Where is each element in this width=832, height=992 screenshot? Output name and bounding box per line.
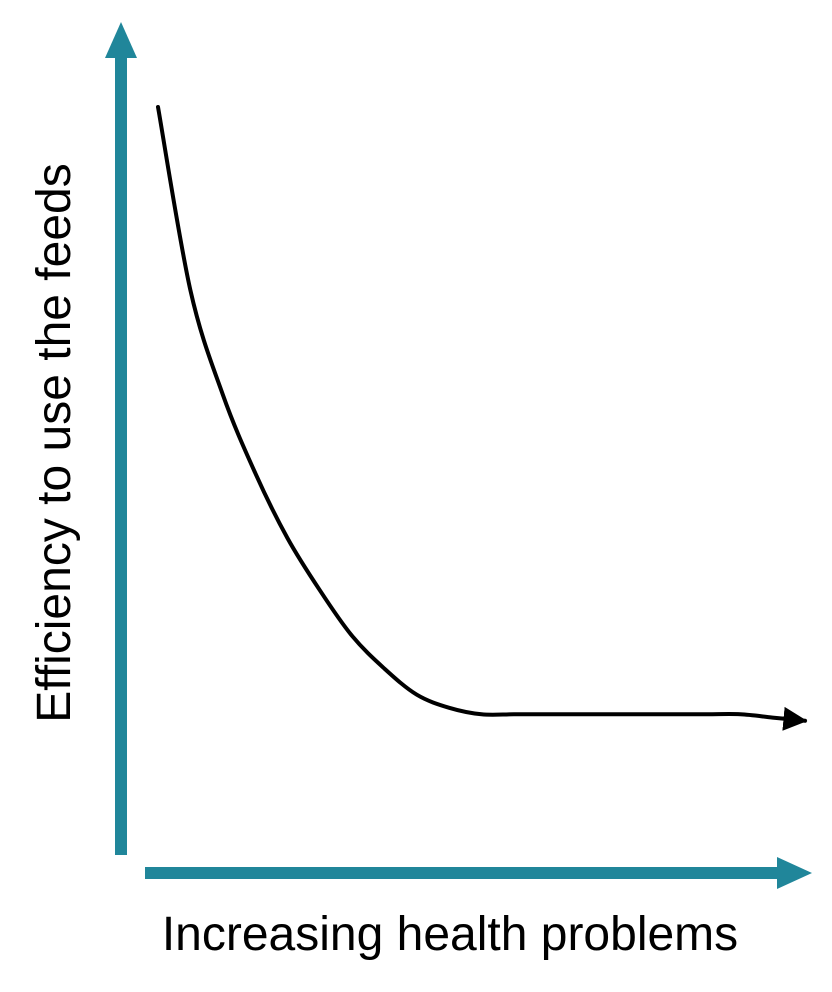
x-axis-label: Increasing health problems [162, 908, 738, 961]
x-axis-arrow-icon [777, 857, 812, 889]
x-axis-line [145, 867, 783, 879]
y-axis-label: Efficiency to use the feeds [28, 163, 81, 722]
series-line [156, 105, 808, 731]
y-axis-arrow-icon [105, 22, 137, 58]
y-axis-line [115, 52, 127, 855]
